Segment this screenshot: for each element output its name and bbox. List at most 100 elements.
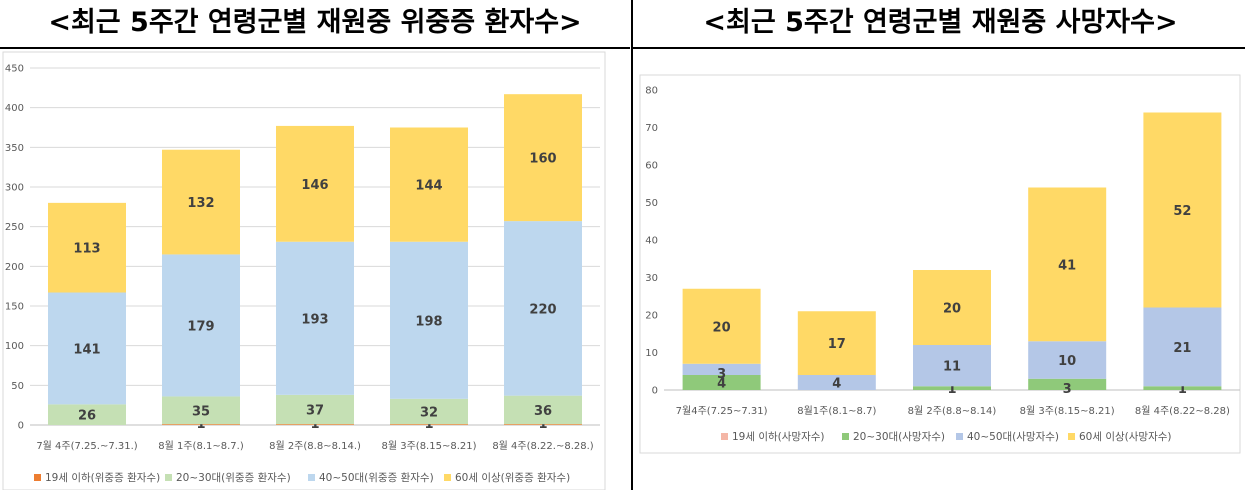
left-chart-data-label: 32 <box>420 406 438 421</box>
panel-divider <box>631 0 633 490</box>
left-chart-bar-segment <box>276 394 354 425</box>
left-chart-category-label: 8월 2주(8.8~8.14.) <box>269 440 361 452</box>
left-chart-bar-segment <box>390 398 468 425</box>
left-chart-bar-segment <box>504 94 582 222</box>
right-chart-bar-segment <box>682 363 761 375</box>
right-chart-bar-segment <box>1028 341 1107 379</box>
right-chart-y-tick-label: 80 <box>645 86 658 97</box>
left-chart-data-label: 144 <box>415 179 442 194</box>
left-chart-y-tick-label: 250 <box>5 222 24 233</box>
left-chart-bar-segment <box>504 395 582 425</box>
right-chart-bar-segment <box>1028 378 1107 390</box>
left-chart-y-tick-label: 0 <box>18 421 24 432</box>
right-chart-title: <최근 5주간 연령군별 재원중 사망자수> <box>703 7 1178 38</box>
right-chart-y-tick-label: 60 <box>645 161 658 172</box>
right-chart-legend-label: 20~30대(사망자수) <box>853 431 945 443</box>
left-chart-y-tick-label: 50 <box>11 381 24 392</box>
left-chart-y-tick-label: 450 <box>5 64 24 75</box>
left-chart-bar-segment <box>390 241 468 399</box>
right-chart-y-tick-label: 20 <box>645 311 658 322</box>
left-chart-data-label: 220 <box>529 302 556 317</box>
right-chart-category-label: 7월4주(7.25~7.31) <box>676 405 768 417</box>
left-chart-data-label: 113 <box>73 242 100 257</box>
left-chart-data-label: 26 <box>78 409 96 424</box>
right-chart-bar-segment <box>1143 386 1222 390</box>
left-chart-legend-label: 40~50대(위중증 환자수) <box>319 471 434 484</box>
left-chart-y-tick-label: 300 <box>5 183 24 194</box>
right-chart-y-tick-label: 70 <box>645 123 658 134</box>
right-chart-bar-segment <box>797 311 876 375</box>
left-chart-data-label: 193 <box>301 312 328 327</box>
left-chart-bar-segment <box>48 292 126 405</box>
right-chart-data-label: 3 <box>1063 382 1072 397</box>
left-chart-bar-segment <box>276 424 354 425</box>
right-chart-data-label: 21 <box>1173 341 1191 356</box>
left-chart-data-label: 35 <box>192 404 210 419</box>
right-chart-legend-label: 19세 이하(사망자수) <box>732 430 825 443</box>
right-chart-data-label: 10 <box>1058 354 1076 369</box>
left-chart-bar-segment <box>390 127 468 242</box>
left-chart-bar-segment <box>162 396 240 425</box>
right-chart-bar-segment <box>682 288 761 364</box>
left-chart-bar-segment <box>162 424 240 425</box>
right-chart-y-tick-label: 10 <box>645 348 658 359</box>
left-chart-title: <최근 5주간 연령군별 재원중 위중증 환자수> <box>48 7 582 38</box>
right-chart-data-label: 52 <box>1173 204 1191 219</box>
right-chart-category-label: 8월1주(8.1~8.7) <box>797 405 876 417</box>
left-chart-category-label: 8월 3주(8.15~8.21) <box>381 440 476 452</box>
right-chart-data-label: 20 <box>943 302 961 317</box>
right-chart-bar-segment <box>1028 187 1107 342</box>
right-title-underline <box>633 47 1245 49</box>
right-chart-category-label: 8월 2주(8.8~8.14) <box>908 405 997 417</box>
left-chart-frame <box>2 51 606 490</box>
right-chart-legend-swatch <box>956 433 963 440</box>
right-chart-bar-segment <box>913 386 991 390</box>
left-chart-category-label: 7월 4주(7.25.~7.31.) <box>36 440 137 452</box>
left-chart-bar-segment <box>276 125 354 242</box>
left-chart-data-label: 146 <box>301 178 328 193</box>
right-chart-bar-segment <box>913 345 991 387</box>
left-chart-bar-segment <box>390 424 468 425</box>
left-chart-data-label: 179 <box>187 319 214 334</box>
right-chart-data-label: 17 <box>828 337 846 352</box>
left-chart-data-label: 132 <box>187 196 214 211</box>
right-chart-y-tick-label: 40 <box>645 236 658 247</box>
left-chart-bar-segment <box>162 149 240 255</box>
right-chart-data-label: 41 <box>1058 258 1076 273</box>
left-chart-category-label: 8월 1주(8.1~8.7.) <box>158 440 244 452</box>
left-chart-y-tick-label: 350 <box>5 143 24 154</box>
left-chart-legend-swatch <box>444 474 451 481</box>
left-chart-legend-label: 60세 이상(위중증 환자수) <box>455 471 570 484</box>
left-chart-y-tick-label: 150 <box>5 302 24 313</box>
right-chart-data-label: 20 <box>713 320 731 335</box>
left-chart-y-tick-label: 200 <box>5 262 24 273</box>
left-chart-data-label: 1 <box>196 417 205 432</box>
left-chart-data-label: 37 <box>306 404 324 419</box>
right-chart-data-label: 4 <box>832 377 841 392</box>
right-chart-data-label: 11 <box>943 360 961 375</box>
right-chart-data-label: 3 <box>717 367 726 382</box>
right-chart-legend-swatch <box>842 433 849 440</box>
right-chart-data-label: 4 <box>717 377 726 392</box>
left-chart-bar-segment <box>162 254 240 397</box>
right-chart-legend-swatch <box>1068 433 1075 440</box>
right-chart-category-label: 8월 4주(8.22~8.28) <box>1135 405 1230 417</box>
left-chart-legend-label: 20~30대(위중증 환자수) <box>176 471 291 484</box>
left-title-underline <box>0 47 630 49</box>
left-chart-bar-segment <box>504 221 582 396</box>
left-chart-bar-segment <box>48 404 126 425</box>
left-chart-legend-swatch <box>34 474 41 481</box>
left-chart-category-label: 8월 4주(8.22.~8.28.) <box>492 440 593 452</box>
left-chart-data-label: 1 <box>538 417 547 432</box>
left-chart-data-label: 1 <box>310 417 319 432</box>
left-chart-data-label: 160 <box>529 152 556 167</box>
right-chart-legend-label: 40~50대(사망자수) <box>967 431 1059 443</box>
left-chart-bar-segment <box>504 424 582 425</box>
left-chart-data-label: 36 <box>534 404 552 419</box>
left-chart-legend-label: 19세 이하(위중증 환자수) <box>45 471 160 484</box>
left-chart-y-tick-label: 100 <box>5 341 24 352</box>
left-chart-bar-segment <box>48 202 126 293</box>
left-chart-data-label: 1 <box>424 417 433 432</box>
right-chart-bar-segment <box>682 375 761 390</box>
